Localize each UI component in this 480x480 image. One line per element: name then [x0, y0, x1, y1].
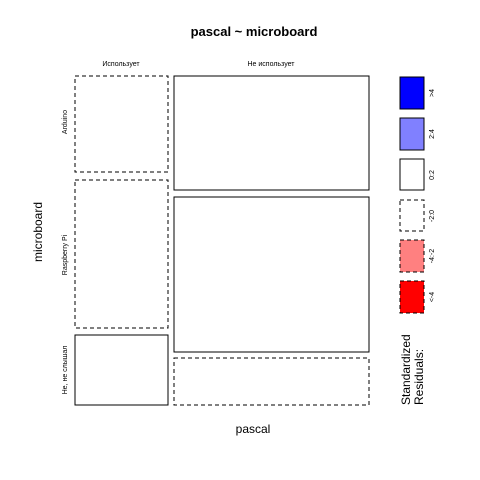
x-category-label-1: Не использует — [248, 61, 296, 68]
mosaic-cell-nonusage-never — [173, 357, 370, 406]
legend-label-3: -2:0 — [429, 210, 436, 222]
x-axis-label: pascal — [236, 422, 271, 436]
legend-title-line2: Residuals: — [412, 349, 426, 405]
legend-title-line1: Standardized — [399, 334, 413, 405]
legend-label-5: <-4 — [429, 292, 436, 302]
legend-swatch-3 — [399, 199, 425, 232]
legend-label-4: -4:-2 — [429, 249, 436, 264]
mosaic-cell-usage-never — [74, 334, 169, 406]
legend-label-2: 0:2 — [429, 170, 436, 180]
legend-swatch-0 — [399, 76, 425, 110]
legend-label-1: 2:4 — [429, 129, 436, 139]
legend-swatch-4 — [399, 239, 425, 273]
mosaic-cell-nonusage-raspberry — [173, 196, 370, 353]
y-axis-label: microboard — [31, 202, 45, 262]
x-category-label-0: Использует — [102, 61, 140, 68]
chart-title: pascal ~ microboard — [191, 24, 318, 39]
legend-label-0: >4 — [429, 89, 436, 97]
mosaic-cell-usage-arduino — [74, 75, 169, 173]
y-category-label-2: Не, не слышал — [62, 346, 69, 395]
legend-swatch-1 — [399, 117, 425, 151]
y-category-label-0: Arduino — [62, 110, 69, 134]
mosaic-cell-nonusage-arduino — [173, 75, 370, 191]
y-category-label-1: Raspberry Pi — [62, 234, 69, 275]
legend-swatch-5 — [399, 280, 425, 314]
legend-swatch-2 — [399, 158, 425, 191]
mosaic-cell-usage-raspberry — [74, 179, 169, 329]
